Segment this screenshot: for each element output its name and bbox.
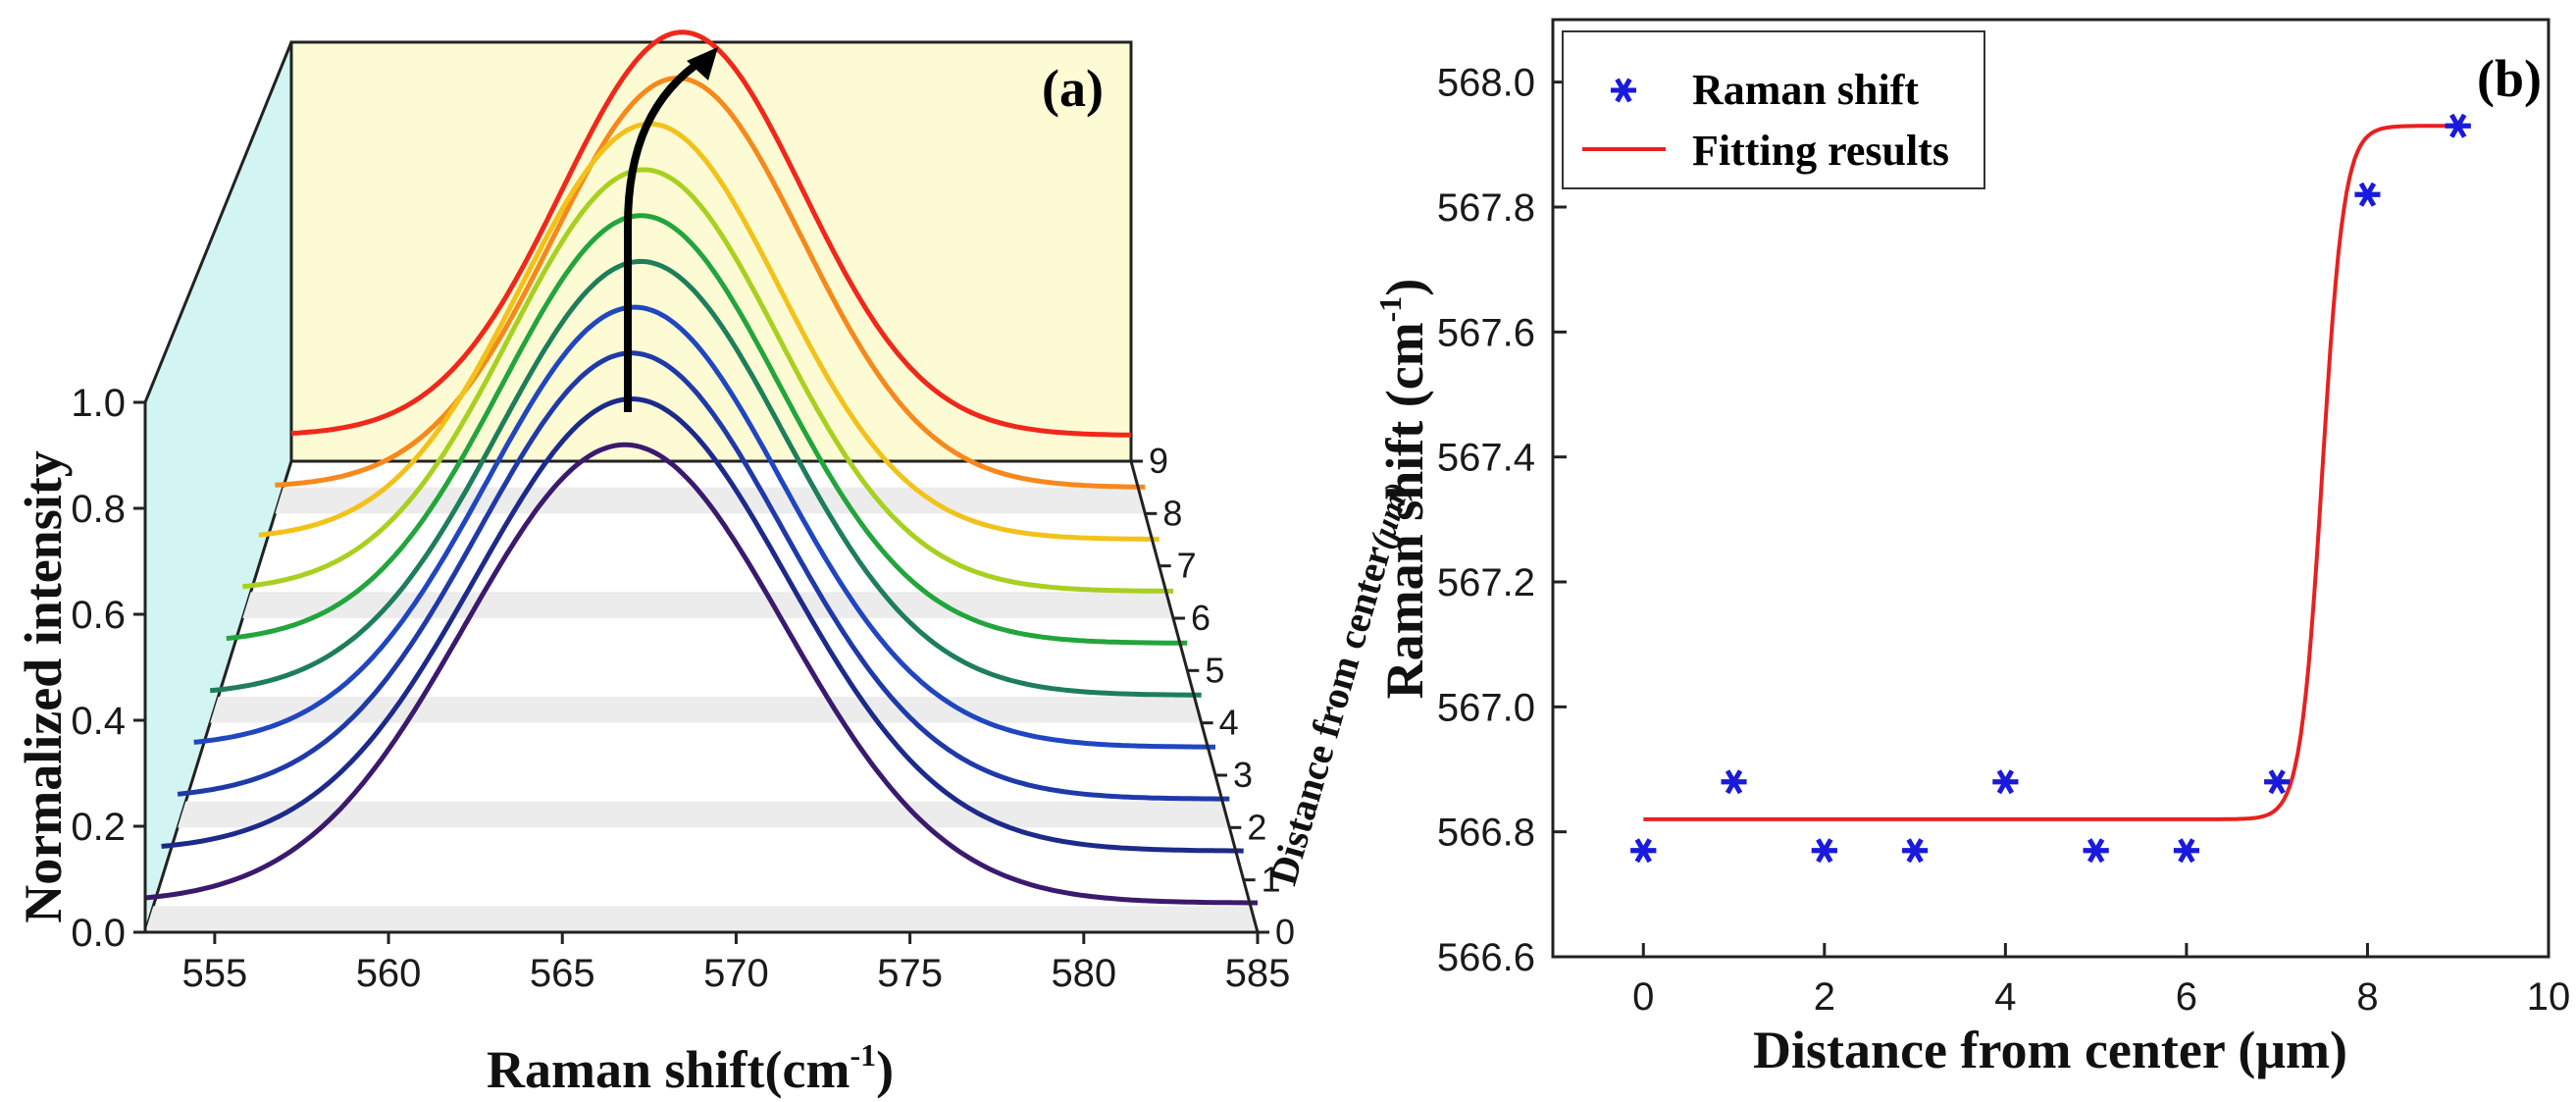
data-point-raman-shift xyxy=(2445,113,2471,138)
data-point-raman-shift xyxy=(1630,838,1657,864)
z-tick-label: 2 xyxy=(1247,807,1266,847)
spectrum-curve-2 xyxy=(177,350,1230,802)
legend-star-icon xyxy=(1611,78,1636,103)
arrow-head xyxy=(687,47,718,80)
z-tick-label: 9 xyxy=(1149,441,1168,481)
floor-stripe xyxy=(145,906,1258,932)
y-tick-label: 566.6 xyxy=(1437,936,1535,979)
spectrum-curve-4 xyxy=(209,258,1202,698)
y-tick-label: 0.2 xyxy=(71,806,126,849)
x-tick-label: 6 xyxy=(2176,975,2197,1019)
spectrum-curve-3 xyxy=(193,304,1215,750)
panel-b-label: (b) xyxy=(2477,49,2542,108)
raman-points-group xyxy=(1630,113,2471,864)
panel-b-y-axis-title: Raman shift (cm-1) xyxy=(1372,279,1434,700)
fitting-curve-group xyxy=(1643,124,2458,821)
x-tick-label: 570 xyxy=(703,952,769,995)
legend-label-raman-shift: Raman shift xyxy=(1692,66,1919,114)
z-tick-label: 7 xyxy=(1177,546,1197,586)
data-point-raman-shift xyxy=(1721,769,1747,795)
panel-b-axes: 0 2 4 6 8 10 566.6 566.8 567.0 567.2 567.4 567.6 567… xyxy=(1437,62,2570,1019)
z-tick-label: 3 xyxy=(1233,755,1253,795)
y-tick-label: 0.8 xyxy=(71,488,126,531)
data-point-raman-shift xyxy=(2083,838,2109,864)
z-tick-label: 8 xyxy=(1162,493,1182,533)
z-tick-label: 6 xyxy=(1191,598,1211,638)
spectra-curves xyxy=(144,29,1258,906)
spectrum-curve-9 xyxy=(290,29,1132,438)
data-point-raman-shift xyxy=(1902,838,1929,864)
legend: Raman shift Fitting results xyxy=(1562,30,1985,189)
spectrum-curve-8 xyxy=(275,75,1146,490)
x-tick-label: 8 xyxy=(2356,975,2378,1019)
data-point-raman-shift xyxy=(2264,769,2291,795)
y-tick-label: 568.0 xyxy=(1437,62,1535,105)
x-tick-label: 10 xyxy=(2527,975,2571,1019)
panel-a-axes: 555 560 565 570 575 580 585 0.0 0.2 0.4 0.6 0.8 1.0 0… xyxy=(71,382,1295,995)
y-tick-label: 0.0 xyxy=(71,912,126,955)
spectrum-curve-6 xyxy=(242,167,1173,594)
spectrum-curve-0 xyxy=(144,442,1258,906)
x-tick-label: 4 xyxy=(1994,975,2016,1019)
z-tick-label: 4 xyxy=(1219,703,1239,743)
legend-box xyxy=(1562,30,1985,189)
data-point-raman-shift xyxy=(1992,769,2019,795)
x-tick-label: 565 xyxy=(530,952,595,995)
z-tick-label: 0 xyxy=(1275,912,1295,952)
x-tick-label: 2 xyxy=(1814,975,1835,1019)
fitting-curve xyxy=(1643,124,2458,821)
legend-marker-raman-shift xyxy=(1611,78,1636,103)
floor-stripe xyxy=(275,487,1146,514)
spectrum-curve-7 xyxy=(258,121,1159,542)
panel-a-y-axis-title: Normalized intensity xyxy=(14,450,73,922)
spectrum-curve-5 xyxy=(226,213,1188,646)
data-point-raman-shift xyxy=(2173,838,2199,864)
z-tick-label: 5 xyxy=(1205,650,1224,690)
y-tick-label: 567.0 xyxy=(1437,686,1535,729)
panel-a-waterfall-chart: 555 560 565 570 575 580 585 0.0 0.2 0.4 0.6 0.8 1.0 0… xyxy=(14,29,1417,1099)
x-tick-label: 575 xyxy=(877,952,943,995)
panel-b-x-axis-title: Distance from center (μm) xyxy=(1753,1021,2347,1079)
y-tick-label: 567.6 xyxy=(1437,311,1535,354)
x-tick-label: 555 xyxy=(182,952,248,995)
x-tick-label: 580 xyxy=(1051,952,1116,995)
y-tick-label: 567.4 xyxy=(1437,437,1535,480)
side-wall xyxy=(143,41,293,933)
peak-shift-arrow xyxy=(624,47,718,412)
spectrum-curve-1 xyxy=(161,395,1244,854)
y-tick-label: 1.0 xyxy=(71,382,126,425)
panel-a-label: (a) xyxy=(1042,59,1104,118)
data-point-raman-shift xyxy=(1811,838,1837,864)
y-tick-label: 0.6 xyxy=(71,594,126,637)
z-axis-line xyxy=(1129,460,1260,933)
y-tick-label: 567.2 xyxy=(1437,561,1535,604)
legend-label-fitting-results: Fitting results xyxy=(1692,127,1949,175)
panel-a-x-axis-title: Raman shift(cm-1) xyxy=(487,1037,894,1099)
z-tick-label: 1 xyxy=(1262,860,1281,900)
x-tick-label: 0 xyxy=(1632,975,1654,1019)
panel-b-scatter-chart: 0 2 4 6 8 10 566.6 566.8 567.0 567.2 567.4 567.6 567… xyxy=(1372,18,2570,1079)
y-tick-label: 566.8 xyxy=(1437,812,1535,855)
data-point-raman-shift xyxy=(2354,182,2381,207)
y-tick-label: 567.8 xyxy=(1437,186,1535,230)
y-tick-label: 0.4 xyxy=(71,700,126,743)
x-tick-label: 585 xyxy=(1225,952,1291,995)
x-tick-label: 560 xyxy=(356,952,422,995)
